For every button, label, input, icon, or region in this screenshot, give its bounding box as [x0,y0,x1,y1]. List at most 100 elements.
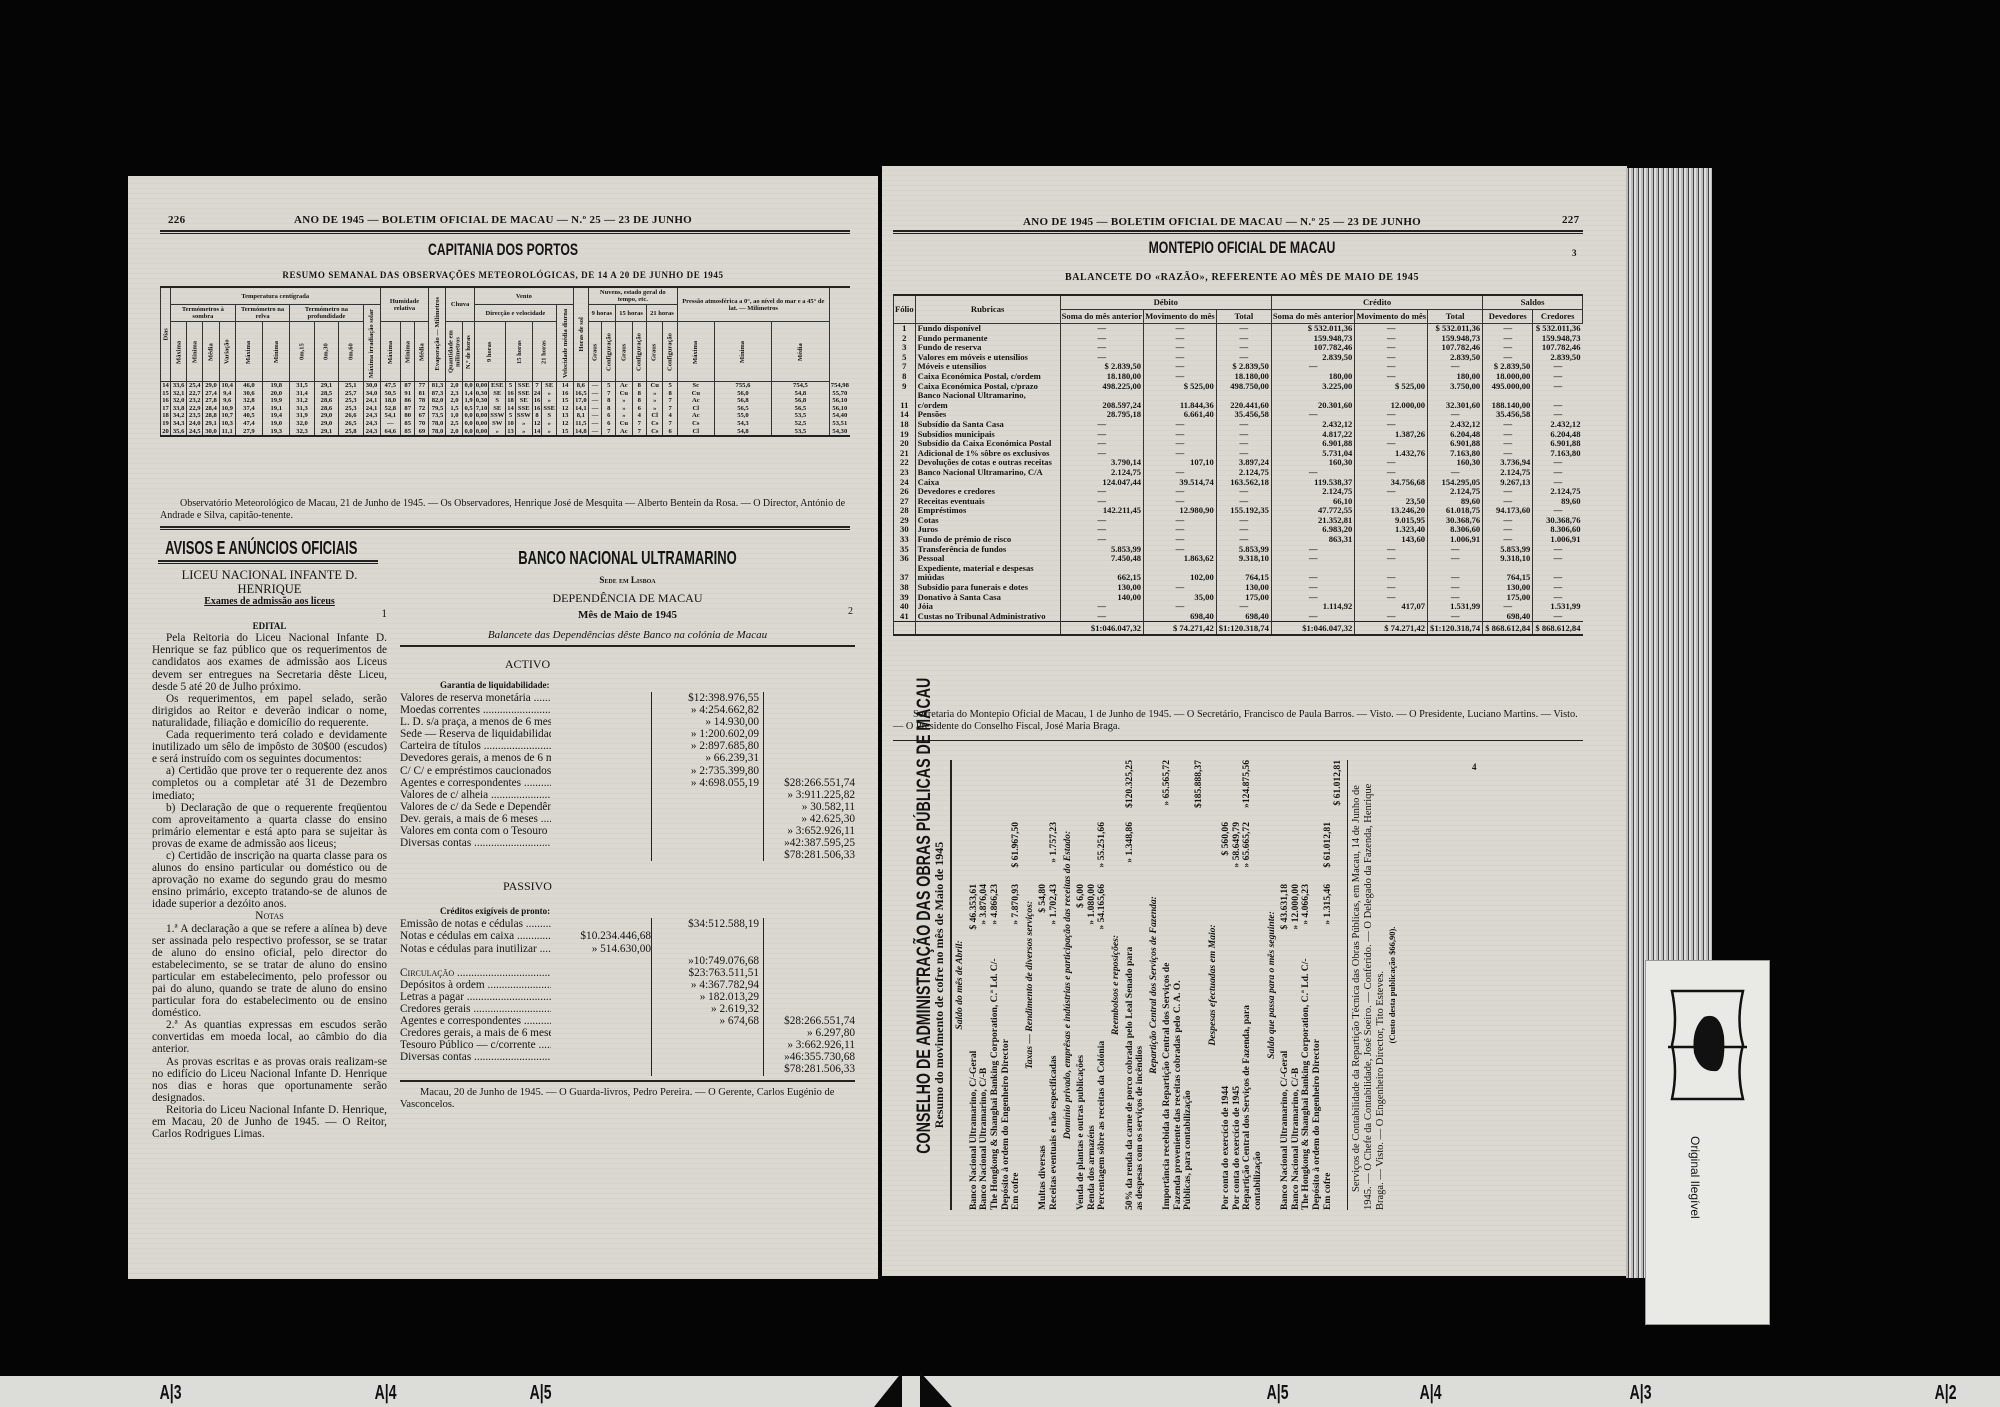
rubric-cell: Juros [914,525,1061,536]
amount-cell: $ 532.011,36 [1532,323,1583,334]
total-amount [763,942,855,955]
statement-row: $185.888,37 [1193,760,1205,1210]
table-cell: 0,30 [473,389,489,398]
table-cell: Cl [676,427,715,437]
rubric-cell: Subsídios municipais [914,429,1061,440]
amount-cell: — [1059,429,1144,440]
table-row: 15 32,1 22,7 27,4 9,4 30,6 20,0 31,4 28,5 25,7 34,… [160,389,850,398]
table-cell: 70 [414,419,429,428]
amount-cell: 3.790,14 [1059,458,1144,468]
amount-cell: — [1215,448,1272,459]
total-amount [763,716,855,729]
section-title: CAPITANIA DOS PORTOS [427,240,579,259]
row-label [400,955,551,967]
sub-amount [551,991,651,1003]
amount-cell: $ 525,00 [1354,381,1428,392]
paragraph: As provas escritas e as provas orais rea… [152,1055,387,1104]
table-cell: 31,3 [289,404,315,413]
table-cell: 30,0 [202,427,220,437]
amount-cell: — [1482,486,1533,497]
amount-cell: 130,00 [1215,582,1272,593]
sub-amount [551,849,651,861]
table-cell: SSE [514,404,533,413]
total [1221,760,1232,822]
amount: » 4:698.055,19 [651,776,763,789]
paragraph: Os requerimentos, em papel selado, serão… [152,692,387,729]
column-header: Rubricas [914,294,1061,324]
column-header-label: Termómetros à sombra [181,306,224,320]
column-header: Termómetro na relva [234,304,291,322]
table-cell: » [615,412,633,420]
rubric-cell: Transferência de fundos [914,544,1061,555]
sub-amount [551,1027,651,1039]
table-row: 39 Donativo à Santa Casa 140,00 35,00 175,00… [893,592,1583,603]
amount-cell: — [1532,554,1583,564]
amount-cell: — [1143,419,1217,430]
amount-cell: — [1427,611,1483,622]
amount-cell: — [1354,486,1428,497]
total-amount: »46:355.730,68 [763,1051,855,1064]
amount-cell: 89,60 [1532,496,1583,507]
table-row: 38 Subsídio para funerais e dotes 130,00—1… [893,582,1583,593]
column-header-label: Configuração [605,332,613,371]
total-amount: $78:281.506,33 [763,849,855,862]
row-label: Sede — Reserva de liquidabilidade [400,728,551,740]
table-cell: 73,5 [428,412,446,420]
total-amount: $78:281.506,33 [763,1063,855,1076]
row-label: Depósitos à ordem [400,979,551,991]
table-cell: Sc [676,381,715,390]
table-cell: 28,5 [313,389,339,398]
sub-amount: » 514.630,00 [591,942,651,955]
amount-cell: — [1215,429,1272,440]
folio-cell: 8 [893,371,916,382]
total-cell: $1:120.318,74 [1215,621,1272,635]
amount-cell: 1.432,76 [1354,448,1428,459]
amount-cell: 32.301,60 [1427,391,1483,411]
table-cell: 64,6 [379,427,401,437]
column-header-label: Configuração [635,332,643,371]
total-amount: $28:266.551,74 [763,776,855,789]
table-cell: 9,4 [218,389,236,398]
amount-cell: 18.180,00 [1215,371,1272,382]
amount-cell: — [1215,534,1272,545]
table-row: 16 32,0 23,2 27,8 9,6 32,8 19,9 31,2 28,6 25,3 24,… [160,397,850,405]
balance-row: Credores gerais, a mais de 6 meses » 6.29… [400,1027,855,1040]
table-row: 18 34,2 23,5 28,8 10,7 40,5 19,4 31,9 29,0 26,6 24… [160,412,850,420]
amount-cell: 1.863,62 [1143,554,1217,564]
amount-cell: — [1354,611,1428,622]
table-cell: 53,51 [828,419,850,428]
table-cell: Cl [645,412,663,420]
column-header-label: Temperatura centígrada [241,292,310,300]
rubric-cell: Fundo de prémio de risco [914,534,1061,545]
amount-cell: 2.432,12 [1427,419,1483,430]
balance-row: Valores de c/ alheia » 3:911.225,82 [400,788,855,801]
statement-row: The Hongkong & Shanghai Banking Corporat… [989,760,1011,1210]
column-header: 15 horas [615,304,647,322]
column-header-label: Mínima [739,340,747,363]
amount-cell: 2.124,75 [1532,486,1583,497]
balance-row: Sede — Reserva de liquidabilidade » 1:200… [400,728,855,741]
running-header: ANO DE 1945 — BOLETIM OFICIAL DE MACAU —… [293,214,693,226]
amount [651,1051,763,1064]
total [969,760,980,822]
balance-row: Carteira de títulos » 2:897.685,80 [400,740,855,753]
amount-cell: — [1143,429,1217,440]
amount-cell: — [1059,515,1144,526]
film-marker: A|4 [1419,1382,1442,1404]
amount [651,1027,763,1040]
table-cell: 33,6 [169,381,187,390]
amount-cell: 159.948,73 [1427,333,1483,344]
total: $120.325,25 [1123,760,1135,808]
amount-cell: 175,00 [1215,592,1272,603]
folio-cell: 18 [893,419,916,430]
paragraph: 2.ª As quantias expressas em escudos ser… [152,1019,387,1056]
amount-cell: 2.839,50 [1270,352,1355,363]
balance-row: Valores de c/ da Sede e Dependências » 30… [400,800,855,813]
rubric-cell: Móveis e utensílios [914,362,1061,372]
amount-cell: 2.124,75 [1482,467,1533,478]
table-cell: 28,4 [202,404,220,413]
rubric-cell: Fundo permanente [914,333,1061,344]
table-cell: » [541,427,557,437]
balance-row: Notas e cédulas em caixa $10.234.446,68 [400,930,855,943]
amount: $23:763.511,51 [651,966,763,979]
